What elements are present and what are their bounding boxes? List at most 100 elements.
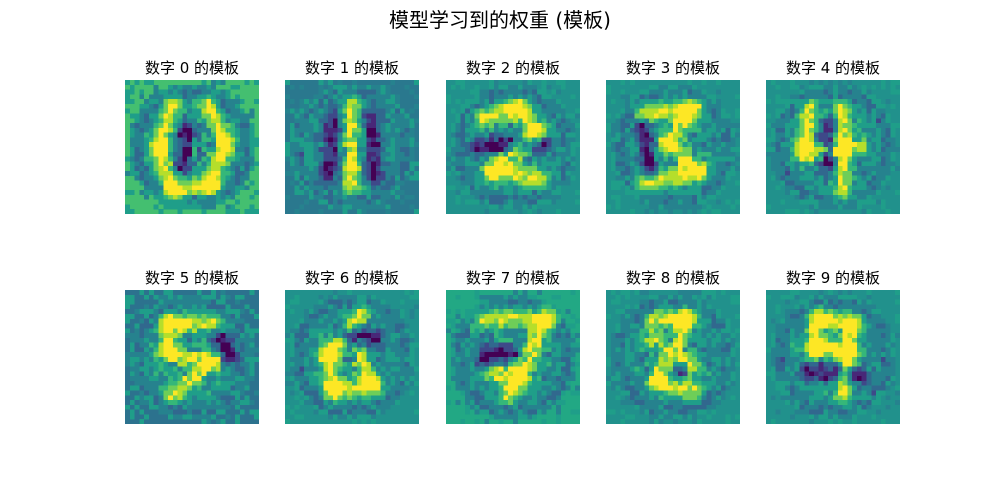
heatmap-cell [635,104,640,109]
heatmap-cell [295,133,300,138]
heatmap-cell [342,376,347,381]
heatmap-cell [551,99,556,104]
heatmap-cell [640,90,645,95]
heatmap-cell [130,171,135,176]
heatmap-cell [814,109,819,114]
heatmap-cell [211,133,216,138]
heatmap-cell [847,181,852,186]
heatmap-cell [178,381,183,386]
heatmap-cell [400,109,405,114]
heatmap-cell [371,381,376,386]
heatmap-cell [465,319,470,324]
heatmap-cell [309,395,314,400]
heatmap-cell [484,137,489,142]
heatmap-cell [771,166,776,171]
heatmap-cell [852,133,857,138]
heatmap-cell [711,171,716,176]
heatmap-cell [135,376,140,381]
heatmap-cell [489,400,494,405]
heatmap-cell [221,133,226,138]
heatmap-cell [135,347,140,352]
heatmap-cell [376,300,381,305]
heatmap-cell [235,328,240,333]
heatmap-cell [513,90,518,95]
heatmap-cell [254,137,259,142]
heatmap-cell [687,109,692,114]
heatmap-cell [192,85,197,90]
heatmap-cell [489,157,494,162]
heatmap-cell [890,104,895,109]
heatmap-cell [295,300,300,305]
heatmap-cell [328,185,333,190]
heatmap-cell [202,371,207,376]
heatmap-cell [527,328,532,333]
heatmap-cell [130,376,135,381]
heatmap-cell [451,137,456,142]
heatmap-cell [230,367,235,372]
heatmap-cell [206,185,211,190]
heatmap-cell [376,343,381,348]
heatmap-cell [547,142,552,147]
heatmap-cell [333,152,338,157]
heatmap-cell [168,410,173,415]
heatmap-cell [173,114,178,119]
heatmap-cell [159,209,164,214]
heatmap-cell [542,324,547,329]
heatmap-cell [295,123,300,128]
heatmap-cell [475,419,480,424]
heatmap-cell [323,381,328,386]
heatmap-cell [489,94,494,99]
heatmap-cell [460,147,465,152]
heatmap-cell [386,391,391,396]
heatmap-cell [649,137,654,142]
heatmap-cell [484,181,489,186]
heatmap-cell [523,314,528,319]
heatmap-cell [221,171,226,176]
heatmap-cell [707,137,712,142]
heatmap-cell [144,185,149,190]
heatmap-cell [625,166,630,171]
heatmap-cell [366,343,371,348]
heatmap-cell [687,200,692,205]
heatmap-cell [240,400,245,405]
heatmap-cell [295,405,300,410]
heatmap-cell [518,371,523,376]
heatmap-cell [163,99,168,104]
heatmap-cell [470,104,475,109]
heatmap-cell [707,104,712,109]
heatmap-cell [611,123,616,128]
heatmap-cell [362,99,367,104]
heatmap-cell [409,371,414,376]
heatmap-cell [182,362,187,367]
heatmap-cell [221,371,226,376]
heatmap-cell [838,90,843,95]
heatmap-cell [159,338,164,343]
heatmap-cell [551,319,556,324]
heatmap-cell [862,85,867,90]
heatmap-cell [611,152,616,157]
heatmap-cell [309,109,314,114]
heatmap-cell [149,314,154,319]
heatmap-cell [800,99,805,104]
heatmap-cell [513,300,518,305]
heatmap-cell [173,324,178,329]
heatmap-cell [290,376,295,381]
heatmap-cell [240,352,245,357]
heatmap-cell [163,142,168,147]
heatmap-cell [532,171,537,176]
heatmap-cell [309,347,314,352]
heatmap-cell [342,147,347,152]
heatmap-cell [644,190,649,195]
heatmap-cell [833,152,838,157]
heatmap-cell [299,338,304,343]
heatmap-cell [216,123,221,128]
heatmap-cell [319,181,324,186]
heatmap-cell [730,152,735,157]
heatmap-cell [470,395,475,400]
heatmap-cell [833,181,838,186]
heatmap-cell [130,295,135,300]
heatmap-cell [470,190,475,195]
heatmap-cell [508,343,513,348]
heatmap-cell [405,352,410,357]
heatmap-cell [395,195,400,200]
